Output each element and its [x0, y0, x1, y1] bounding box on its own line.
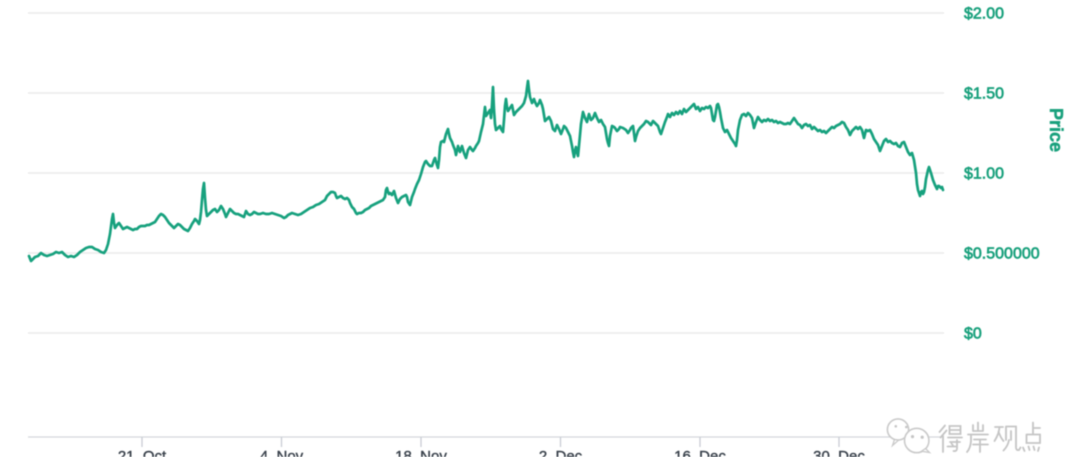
svg-text:$1.00: $1.00	[964, 166, 1004, 183]
svg-text:30. Dec: 30. Dec	[813, 448, 865, 457]
svg-text:$2.00: $2.00	[964, 6, 1004, 23]
svg-text:$0: $0	[964, 326, 982, 343]
svg-text:4. Nov: 4. Nov	[260, 448, 304, 457]
svg-text:16. Dec: 16. Dec	[674, 448, 726, 457]
svg-text:$1.50: $1.50	[964, 86, 1004, 103]
svg-text:$0.500000: $0.500000	[964, 246, 1040, 263]
svg-text:2. Dec: 2. Dec	[539, 448, 583, 457]
svg-text:Price: Price	[1046, 108, 1066, 152]
svg-text:18. Nov: 18. Nov	[395, 448, 447, 457]
svg-text:21. Oct: 21. Oct	[118, 448, 167, 457]
